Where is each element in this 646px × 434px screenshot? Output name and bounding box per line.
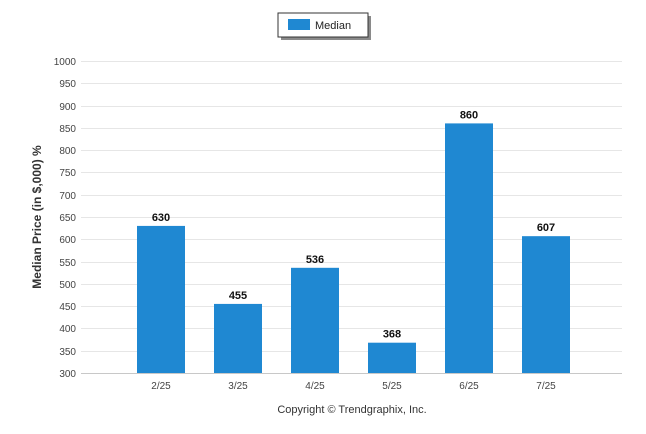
bar-5-25[interactable] [368, 342, 416, 373]
y-tick-label: 350 [59, 347, 76, 358]
y-axis-title: Median Price (in $,000) % [30, 145, 44, 289]
y-tick-label: 750 [59, 168, 76, 179]
y-tick-label: 300 [59, 369, 76, 380]
data-label: 368 [383, 329, 401, 341]
y-tick-label: 900 [59, 102, 76, 113]
copyright-text: Copyright © Trendgraphix, Inc. [277, 404, 426, 416]
y-tick-label: 650 [59, 213, 76, 224]
y-tick-label: 950 [59, 79, 76, 90]
bars [137, 123, 570, 374]
x-tick-label: 7/25 [536, 381, 556, 392]
x-tick-label: 5/25 [382, 381, 402, 392]
y-tick-label: 800 [59, 146, 76, 157]
y-tick-label: 700 [59, 191, 76, 202]
y-tick-label: 500 [59, 280, 76, 291]
bar-3-25[interactable] [214, 303, 262, 373]
x-tick-label: 4/25 [305, 381, 325, 392]
data-label: 607 [537, 222, 555, 234]
legend[interactable]: Median [277, 12, 371, 40]
data-label: 630 [152, 212, 170, 224]
legend-label-median: Median [315, 20, 351, 32]
bar-6-25[interactable] [445, 123, 493, 374]
legend-swatch [288, 19, 310, 30]
data-labels: 630 455 536 368 860 607 [152, 109, 555, 340]
x-tick-label: 2/25 [151, 381, 171, 392]
bar-4-25[interactable] [291, 267, 339, 373]
x-tick-label: 3/25 [228, 381, 248, 392]
y-axis-ticks: 300 350 400 450 500 550 600 650 700 750 800 850 900 9… [54, 57, 77, 380]
data-label: 860 [460, 109, 478, 121]
bar-2-25[interactable] [137, 225, 185, 373]
x-tick-label: 6/25 [459, 381, 479, 392]
y-tick-label: 1000 [54, 57, 77, 68]
legend-box [277, 12, 369, 38]
y-tick-label: 850 [59, 124, 76, 135]
data-label: 536 [306, 254, 324, 266]
y-tick-label: 600 [59, 235, 76, 246]
y-tick-label: 450 [59, 302, 76, 313]
y-tick-label: 400 [59, 324, 76, 335]
y-tick-label: 550 [59, 258, 76, 269]
bar-7-25[interactable] [522, 236, 570, 373]
x-axis-ticks: 2/25 3/25 4/25 5/25 6/25 7/25 [151, 381, 556, 392]
data-label: 455 [229, 290, 247, 302]
